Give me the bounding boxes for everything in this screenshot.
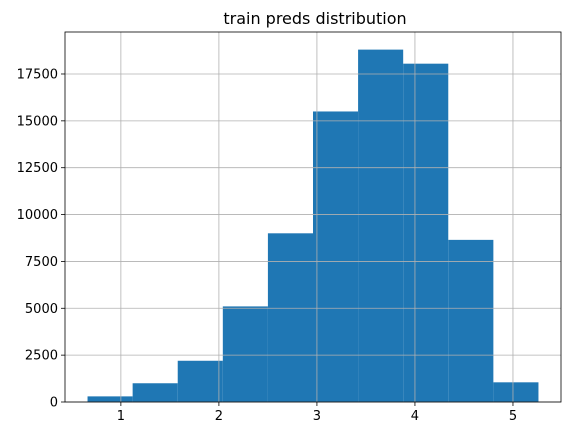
plot-frame [64, 31, 562, 403]
y-tick-label: 15000 [17, 114, 58, 129]
y-axis-ticks: 0 2500 5000 7500 10000 12500 15000 17500 [17, 67, 65, 411]
histogram-bar [87, 396, 133, 402]
histogram-bar [403, 63, 449, 403]
x-tick-label: 4 [411, 409, 419, 424]
histogram-bar [313, 111, 359, 403]
x-tick-label: 3 [313, 409, 321, 424]
chart-title: train preds distribution [223, 9, 406, 28]
y-tick-label: 12500 [17, 161, 58, 176]
y-tick-label: 2500 [25, 349, 58, 364]
x-axis-ticks: 1 2 3 4 5 [117, 402, 517, 424]
y-tick-label: 17500 [17, 67, 58, 82]
axes-frame [64, 31, 562, 403]
histogram-bar [493, 382, 539, 402]
histogram-bar [132, 383, 178, 402]
x-tick-label: 5 [509, 409, 517, 424]
y-tick-label: 5000 [25, 302, 58, 317]
histogram-bar [267, 233, 313, 402]
y-tick-label: 7500 [25, 255, 58, 270]
histogram-bar [222, 306, 268, 402]
y-tick-label: 0 [50, 396, 58, 411]
x-tick-label: 2 [215, 409, 223, 424]
bars [65, 32, 561, 403]
x-tick-label: 1 [117, 409, 125, 424]
histogram-bar [448, 239, 494, 402]
y-tick-label: 10000 [17, 208, 58, 223]
histogram-bar [358, 49, 404, 402]
histogram-bar [177, 360, 223, 402]
